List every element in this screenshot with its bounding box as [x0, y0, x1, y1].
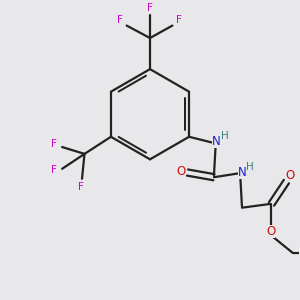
- Text: F: F: [176, 15, 182, 25]
- Text: N: N: [212, 135, 221, 148]
- Text: H: H: [221, 131, 229, 141]
- Text: H: H: [246, 162, 254, 172]
- Text: O: O: [286, 169, 295, 182]
- Text: F: F: [51, 139, 57, 149]
- Text: O: O: [266, 224, 275, 238]
- Text: F: F: [77, 182, 83, 191]
- Text: F: F: [51, 165, 57, 176]
- Text: N: N: [238, 166, 246, 179]
- Text: O: O: [176, 165, 185, 178]
- Text: F: F: [147, 3, 153, 13]
- Text: F: F: [117, 15, 123, 25]
